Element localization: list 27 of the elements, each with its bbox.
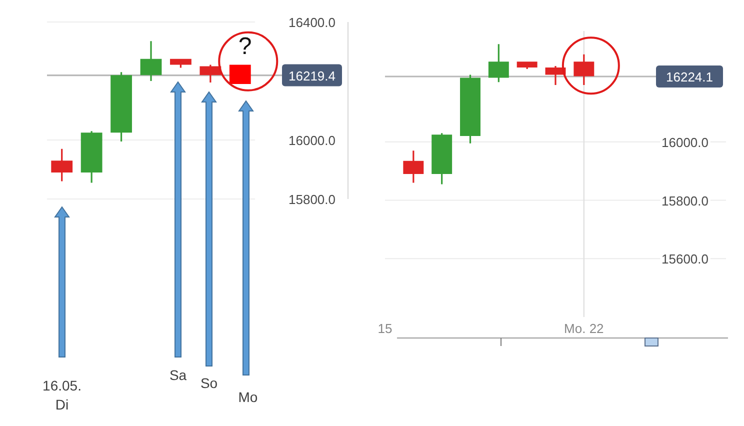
y-tick-label: 15800.0	[288, 192, 336, 206]
text: 16.05. Di	[42, 378, 82, 412]
x-tick-label: Mo. 22	[564, 320, 604, 336]
y-tick-label: 15800.0	[662, 192, 708, 208]
candlestick	[140, 41, 162, 81]
x-tick-label: 15	[378, 320, 392, 336]
y-tick-label: 16400.0	[288, 14, 336, 30]
candlestick	[110, 72, 132, 142]
text: So	[200, 375, 218, 391]
candlestick	[80, 131, 102, 183]
candlestick	[170, 58, 192, 68]
ref-line-label: 16224.1	[666, 68, 713, 84]
y-tick-label: 16000.0	[662, 134, 708, 150]
y-tick-label: 16000.0	[288, 132, 336, 148]
candlestick	[432, 133, 452, 184]
candlestick	[574, 54, 594, 85]
ref-line-label: 16219.4	[288, 68, 336, 83]
candlestick	[516, 62, 538, 69]
candlestick	[488, 44, 509, 82]
y-tick-label: 15600.0	[662, 251, 708, 266]
candlestick	[229, 64, 251, 84]
text: Sa	[169, 367, 187, 383]
candlestick	[460, 74, 480, 144]
annotation: ?	[238, 32, 252, 60]
candlestick	[51, 148, 73, 182]
candlestick	[403, 150, 424, 183]
text: Mo	[238, 389, 258, 405]
